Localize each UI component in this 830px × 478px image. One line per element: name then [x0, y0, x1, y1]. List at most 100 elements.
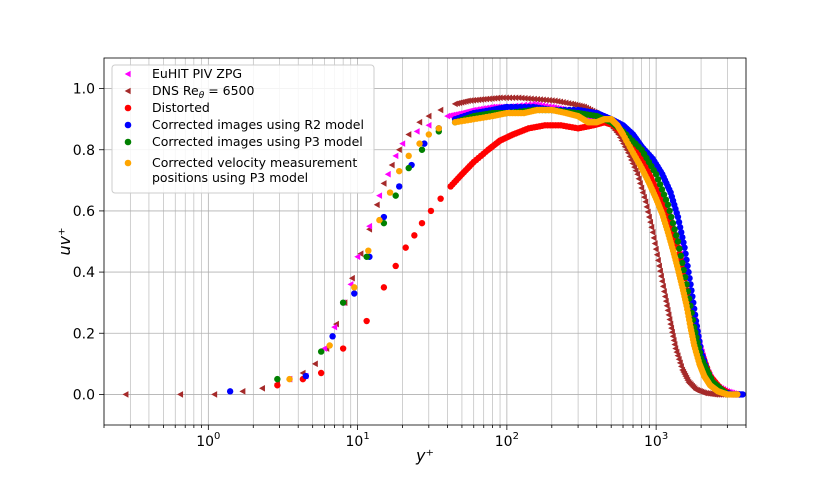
data-point	[177, 391, 184, 398]
y-tick-label: 0.6	[73, 204, 95, 220]
data-point	[632, 167, 639, 174]
data-point	[664, 201, 672, 208]
data-point	[502, 94, 509, 102]
x-tick-exponent: 0	[214, 431, 220, 442]
y-tick-label: 0.0	[73, 387, 95, 403]
plot-frame	[103, 57, 747, 426]
data-point	[536, 96, 543, 103]
data-point	[681, 244, 688, 251]
data-point	[668, 328, 675, 336]
data-point	[392, 192, 399, 199]
data-point	[651, 240, 658, 247]
data-point	[557, 98, 564, 106]
x-tick-exponent: 3	[662, 431, 668, 442]
data-point	[551, 97, 558, 105]
data-point	[631, 163, 638, 171]
data-point	[653, 251, 660, 259]
data-point	[518, 94, 525, 102]
data-point	[658, 277, 665, 285]
data-point	[211, 391, 218, 398]
data-point	[395, 146, 402, 154]
data-point	[405, 164, 412, 172]
data-point	[122, 391, 129, 398]
data-point	[554, 98, 561, 105]
data-point	[446, 112, 453, 119]
data-point	[516, 103, 524, 111]
data-point	[534, 95, 540, 103]
data-point	[521, 94, 528, 102]
x-axis-label-text: y⁺	[415, 446, 434, 465]
data-point	[425, 121, 432, 129]
data-point	[416, 118, 423, 126]
data-point	[649, 229, 656, 236]
data-point	[418, 219, 426, 227]
data-point	[656, 267, 663, 275]
data-point	[674, 238, 682, 245]
data-point	[348, 274, 355, 282]
data-point	[645, 213, 652, 221]
data-point	[388, 161, 395, 169]
data-point	[437, 106, 444, 114]
data-point	[386, 189, 394, 196]
data-point	[666, 207, 673, 215]
data-point	[676, 245, 683, 252]
data-point	[674, 213, 682, 221]
data-point	[664, 307, 671, 314]
legend-label-main: DNS Re	[152, 83, 199, 98]
x-axis-label: y⁺	[415, 446, 434, 465]
legend-marker	[124, 138, 132, 146]
data-point	[480, 95, 487, 103]
data-point	[366, 222, 373, 230]
legend-label: DNS Reθ = 6500	[152, 83, 254, 101]
data-point	[399, 140, 406, 147]
x-tick-base: 10	[495, 434, 513, 450]
data-point	[638, 184, 645, 192]
data-point	[421, 140, 428, 147]
data-point	[376, 216, 383, 224]
legend-marker	[124, 70, 131, 78]
x-tick-exponent: 2	[513, 431, 519, 442]
data-point	[666, 316, 673, 323]
data-point	[425, 131, 433, 138]
data-point	[643, 203, 650, 211]
legend-label-rest: = 6500	[204, 83, 254, 98]
data-point	[652, 171, 660, 178]
data-point	[396, 167, 403, 175]
data-point	[274, 382, 281, 389]
data-point	[672, 345, 679, 352]
data-point	[413, 128, 420, 135]
data-point	[239, 388, 246, 395]
data-point	[499, 94, 506, 102]
legend-marker	[124, 104, 132, 112]
legend-label: Corrected images using P3 model	[152, 134, 363, 149]
data-point	[472, 96, 479, 104]
data-point	[677, 252, 685, 259]
x-tick-label: 103	[644, 431, 668, 450]
data-point	[365, 247, 372, 254]
data-point	[679, 234, 686, 241]
data-point	[539, 96, 546, 104]
data-point	[670, 337, 677, 344]
data-point	[317, 369, 325, 377]
data-point	[444, 112, 451, 120]
data-point	[636, 180, 643, 187]
data-point	[418, 146, 426, 153]
data-point	[326, 342, 333, 349]
data-point	[402, 244, 409, 251]
data-point	[411, 232, 418, 239]
data-point	[673, 232, 680, 239]
data-point	[363, 253, 370, 260]
data-point	[373, 201, 380, 209]
data-point	[380, 284, 388, 291]
data-point	[548, 97, 555, 104]
data-point	[665, 311, 672, 319]
data-point	[674, 352, 681, 359]
data-point	[675, 218, 683, 226]
data-point	[226, 388, 234, 395]
data-point	[259, 385, 265, 392]
data-point	[351, 290, 358, 297]
legend-marker	[124, 87, 131, 95]
data-point	[644, 208, 651, 216]
y-axis-label: uv⁺	[55, 227, 74, 255]
